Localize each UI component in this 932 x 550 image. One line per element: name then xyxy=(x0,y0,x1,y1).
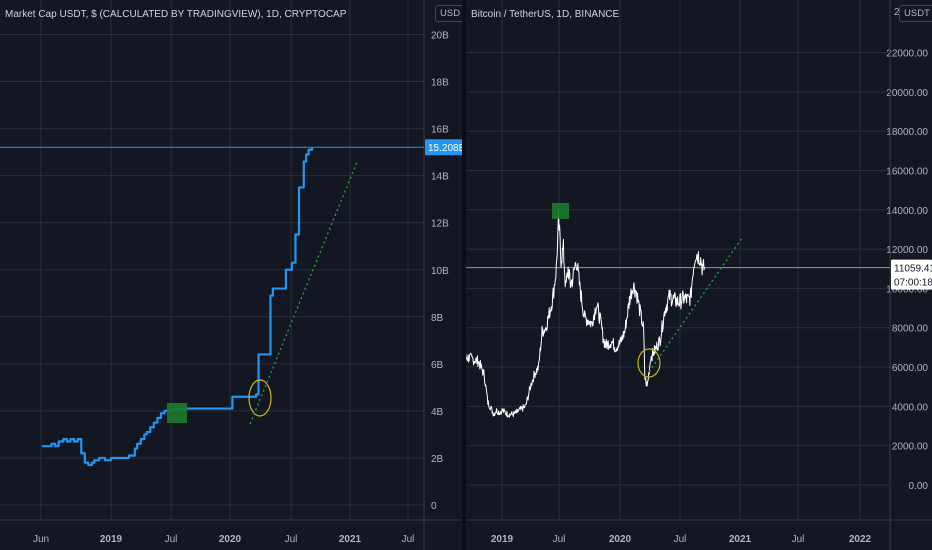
left-y-tick-label: 14B xyxy=(431,172,449,183)
right-x-tick-label: 2021 xyxy=(729,534,752,545)
left-x-tick-label: Jul xyxy=(285,534,298,545)
right-y-tick-label: 4000.00 xyxy=(892,402,929,413)
right-series-line xyxy=(466,208,706,418)
left-y-tick-label: 16B xyxy=(431,125,449,136)
right-chart-svg[interactable]: 0.00 2000.00 4000.00 6000.00 8000.00 10000.00… xyxy=(466,0,932,550)
right-chart-pane[interactable]: 0.00 2000.00 4000.00 6000.00 8000.00 10000.00… xyxy=(466,0,932,550)
right-y-tick-label: 14000.00 xyxy=(886,206,928,217)
left-y-tick-label: 2B xyxy=(431,454,444,465)
left-x-tick-label: Jul xyxy=(402,534,415,545)
pane-divider[interactable] xyxy=(462,0,466,550)
left-chart-title: Market Cap USDT, $ (CALCULATED BY TRADIN… xyxy=(5,9,347,20)
left-trend-line xyxy=(249,161,358,425)
left-chart-svg[interactable]: 0 2B 4B 6B 8B 10B 12B 14B 16B 18B 20B Jun 2019 Jul 202… xyxy=(0,0,462,550)
right-y-tick-label: 0.00 xyxy=(909,481,929,492)
right-trend-line xyxy=(648,237,743,373)
left-x-tick-label: 2019 xyxy=(100,534,123,545)
right-x-tick-label: Jul xyxy=(553,534,566,545)
right-price-label-text: 11059.41 xyxy=(894,264,932,275)
left-price-label-text: 15.208B xyxy=(428,143,462,154)
right-x-tick-label: Jul xyxy=(674,534,687,545)
left-series-line xyxy=(41,147,314,467)
right-y-tick-label: 6000.00 xyxy=(892,363,929,374)
left-y-tick-label: 10B xyxy=(431,266,449,277)
right-x-tick-label: Jul xyxy=(792,534,805,545)
left-y-tick-label: 18B xyxy=(431,78,449,89)
left-x-tick-label: Jul xyxy=(165,534,178,545)
right-countdown-text: 07:00:18 xyxy=(894,278,932,289)
right-y-tick-label: 20000.00 xyxy=(886,88,928,99)
right-y-tick-label: 10000.00 xyxy=(886,284,928,295)
left-y-tick-label: 20B xyxy=(431,31,449,42)
right-x-tick-label: 2020 xyxy=(609,534,632,545)
left-circle-annotation xyxy=(248,379,272,417)
left-currency-button[interactable]: USD xyxy=(435,5,466,22)
right-currency-button[interactable]: USDT xyxy=(899,5,932,22)
left-y-tick-label: 4B xyxy=(431,407,444,418)
right-y-tick-label: 22000.00 xyxy=(886,49,928,60)
left-x-tick-label: 2021 xyxy=(339,534,362,545)
left-x-tick-label: 2020 xyxy=(219,534,242,545)
right-y-tick-top-partial: 2 xyxy=(894,7,900,18)
right-y-tick-label: 18000.00 xyxy=(886,127,928,138)
left-y-tick-label: 8B xyxy=(431,313,444,324)
right-x-tick-label: 2019 xyxy=(491,534,514,545)
left-y-tick-label: 6B xyxy=(431,360,444,371)
right-y-tick-label: 2000.00 xyxy=(892,442,929,453)
right-chart-title: Bitcoin / TetherUS, 1D, BINANCE xyxy=(471,9,620,20)
left-price-label: 15.208B xyxy=(425,139,462,156)
right-y-tick-label: 8000.00 xyxy=(892,324,929,335)
right-x-tick-label: 2022 xyxy=(849,534,872,545)
right-y-tick-label: 16000.00 xyxy=(886,166,928,177)
left-y-tick-label: 12B xyxy=(431,219,449,230)
left-x-tick-label: Jun xyxy=(33,534,49,545)
right-y-tick-label: 12000.00 xyxy=(886,245,928,256)
right-circle-annotation xyxy=(637,348,661,378)
left-chart-pane[interactable]: 0 2B 4B 6B 8B 10B 12B 14B 16B 18B 20B Jun 2019 Jul 202… xyxy=(0,0,466,550)
left-y-tick-label: 0 xyxy=(431,501,437,512)
right-green-square-marker xyxy=(552,203,569,219)
left-green-square-marker xyxy=(167,403,187,423)
right-price-label: 11059.41 07:00:18 xyxy=(891,259,932,290)
